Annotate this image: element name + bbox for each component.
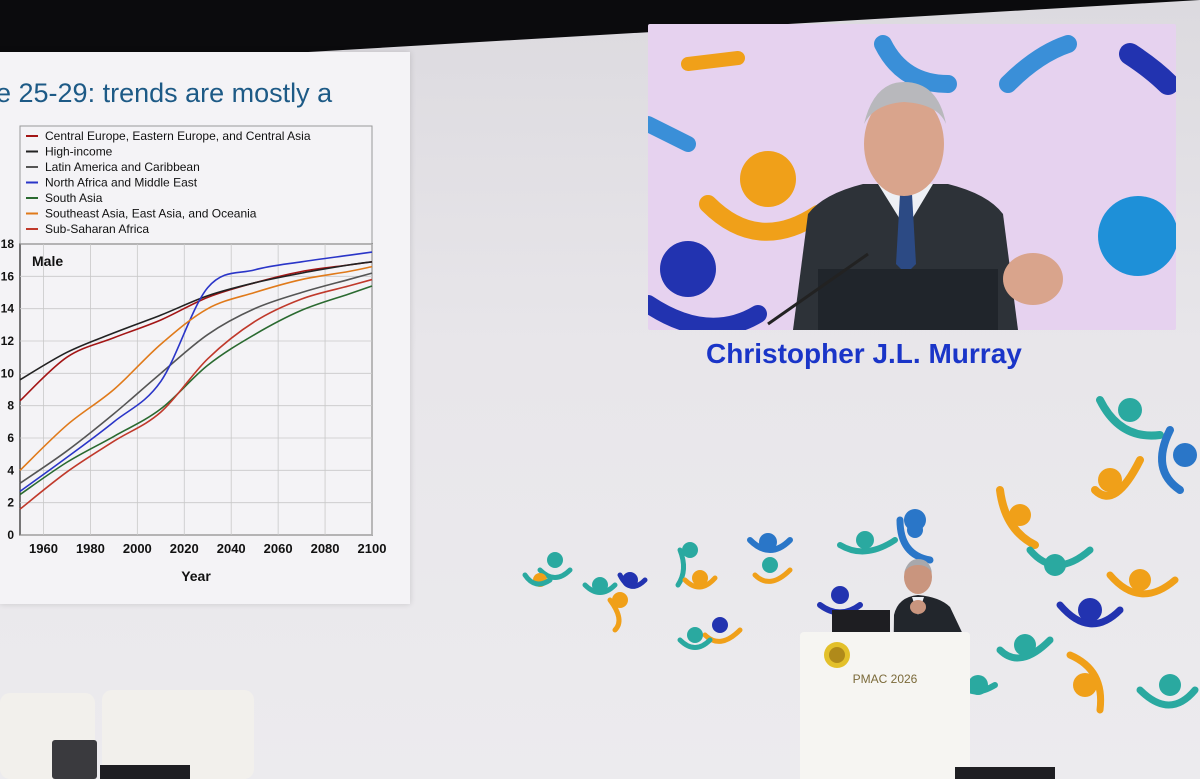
pmac-logo-icon <box>824 642 850 668</box>
speaker-figure <box>767 82 1063 330</box>
decor-figure-6 <box>1026 546 1094 576</box>
x-tick-label: 2000 <box>123 541 152 556</box>
decor-figure-7 <box>1106 569 1179 598</box>
podium-label: PMAC 2026 <box>852 672 918 686</box>
decor-figure-4 <box>996 486 1039 549</box>
decor-figure-17 <box>675 542 698 588</box>
decor-figure-2 <box>1158 426 1197 494</box>
speaker-name: Christopher J.L. Murray <box>706 338 1022 369</box>
legend-label: South Asia <box>45 191 103 205</box>
podium: PMAC 2026 <box>800 632 970 779</box>
legend-label: Latin America and Caribbean <box>45 160 200 174</box>
floor-speaker-right <box>955 767 1055 779</box>
decor-figure-8 <box>1056 598 1124 628</box>
decor-figure-18 <box>682 570 718 590</box>
series-line <box>19 265 373 471</box>
decor-figure-20 <box>582 577 618 595</box>
series-line <box>19 260 373 381</box>
y-tick-label: 16 <box>1 269 15 283</box>
decor-figure-10 <box>1066 651 1105 714</box>
decor-figure-24 <box>702 617 743 644</box>
decor-figure-15 <box>837 531 898 555</box>
y-tick-label: 8 <box>7 399 14 413</box>
legend-label: Central Europe, Eastern Europe, and Cent… <box>45 129 311 143</box>
decor-figure-1 <box>1096 396 1164 440</box>
stage-chair-right <box>102 690 254 779</box>
legend-label: North Africa and Middle East <box>45 176 198 190</box>
wall-decorations <box>522 396 1199 714</box>
series-line <box>19 251 373 492</box>
y-tick-label: 10 <box>1 366 15 380</box>
decor-figure-22 <box>522 572 553 587</box>
series-line <box>19 272 373 484</box>
y-tick-label: 6 <box>7 431 14 445</box>
decor-figure-14 <box>747 533 793 553</box>
x-tick-label: 2100 <box>358 541 387 556</box>
decor-figure-25 <box>677 627 713 650</box>
x-tick-label: 2080 <box>311 541 340 556</box>
decor-figure-26 <box>607 592 628 633</box>
slide-title: e 25-29: trends are mostly a <box>0 78 333 108</box>
video-background-art <box>648 35 1176 330</box>
y-tick-label: 14 <box>1 302 15 316</box>
floor-speaker-left <box>100 765 190 779</box>
legend-label: Southeast Asia, East Asia, and Oceania <box>45 207 257 221</box>
y-tick-label: 2 <box>7 496 14 510</box>
line-chart: Central Europe, Eastern Europe, and Cent… <box>1 125 387 584</box>
side-table <box>52 740 97 779</box>
decor-figure-23 <box>752 557 793 584</box>
x-tick-label: 2060 <box>264 541 293 556</box>
laptop <box>832 610 890 632</box>
x-tick-label: 1960 <box>29 541 58 556</box>
y-tick-label: 18 <box>1 237 15 251</box>
decor-figure-19 <box>617 572 648 589</box>
x-tick-label: 1980 <box>76 541 105 556</box>
speaker-video-screen <box>648 24 1176 330</box>
series-line <box>19 285 373 496</box>
legend-box <box>19 125 373 247</box>
y-tick-label: 0 <box>7 528 14 542</box>
x-axis-label: Year <box>181 568 211 584</box>
decor-figure-3 <box>1091 456 1144 500</box>
y-tick-label: 4 <box>7 463 14 477</box>
y-tick-label: 12 <box>1 334 15 348</box>
x-tick-label: 2020 <box>170 541 199 556</box>
decor-figure-13 <box>907 522 923 538</box>
decor-figure-11 <box>1136 674 1199 709</box>
decor-figure-9 <box>996 634 1054 662</box>
decor-figure-16 <box>817 586 863 616</box>
presentation-slide: e 25-29: trends are mostly a Central Eur… <box>0 52 410 604</box>
series-line <box>19 278 373 510</box>
chart-title: Male <box>32 253 63 269</box>
x-tick-label: 2040 <box>217 541 246 556</box>
legend-label: Sub-Saharan Africa <box>45 222 149 236</box>
decor-figure-21 <box>537 552 573 580</box>
legend-label: High-income <box>45 145 113 159</box>
